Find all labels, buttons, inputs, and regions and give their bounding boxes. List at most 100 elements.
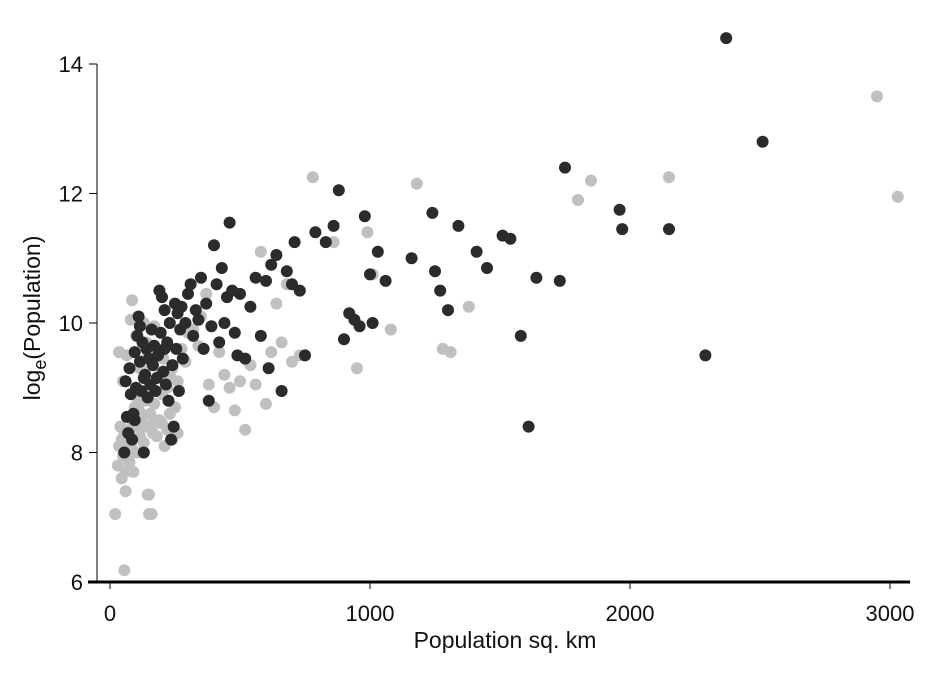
data-point-series-2 <box>338 333 350 346</box>
y-tick-label: 12 <box>59 182 83 207</box>
data-point-series-2 <box>249 271 262 284</box>
data-point-series-2 <box>319 236 332 249</box>
data-point-series-2 <box>119 375 132 388</box>
data-point-series-1 <box>228 404 241 417</box>
data-point-series-2 <box>265 258 278 271</box>
data-point-series-2 <box>213 336 226 349</box>
data-point-series-2 <box>522 420 535 433</box>
data-point-series-1 <box>202 378 215 391</box>
data-point-series-1 <box>361 226 374 239</box>
data-point-series-2 <box>613 203 626 216</box>
data-point-series-2 <box>275 385 288 397</box>
data-point-series-2 <box>163 317 176 329</box>
data-point-series-1 <box>126 294 139 307</box>
data-point-series-2 <box>179 317 192 329</box>
data-point-series-2 <box>118 446 131 459</box>
data-point-series-2 <box>254 329 267 342</box>
x-tick-label: 1000 <box>346 601 395 626</box>
data-point-series-2 <box>720 32 733 45</box>
data-point-series-2 <box>187 329 200 342</box>
data-point-series-2 <box>184 278 197 291</box>
data-point-series-1 <box>156 417 168 430</box>
data-point-series-2 <box>149 385 162 397</box>
data-point-series-2 <box>262 362 275 375</box>
data-point-series-2 <box>260 274 272 287</box>
data-point-series-1 <box>239 423 252 436</box>
data-point-series-2 <box>162 394 175 407</box>
data-point-series-2 <box>175 300 188 313</box>
data-point-series-1 <box>143 488 155 501</box>
data-point-series-1 <box>260 397 272 410</box>
data-point-series-1 <box>223 381 236 394</box>
data-point-series-2 <box>159 378 172 391</box>
y-tick-label: 8 <box>71 441 83 466</box>
data-point-series-2 <box>156 291 168 304</box>
data-point-series-1 <box>270 297 283 310</box>
data-point-series-2 <box>176 352 189 365</box>
data-point-series-2 <box>756 135 769 148</box>
data-point-series-2 <box>405 252 418 265</box>
data-point-series-2 <box>442 304 454 317</box>
data-point-series-2 <box>157 365 170 378</box>
data-point-series-2 <box>288 236 301 249</box>
data-point-series-1 <box>254 245 267 258</box>
data-point-series-1 <box>871 90 883 103</box>
data-point-series-2 <box>434 284 447 297</box>
data-point-series-1 <box>200 287 213 300</box>
data-point-series-2 <box>559 161 571 174</box>
y-axis-title: loge(Population) <box>19 236 50 401</box>
data-point-series-2 <box>332 184 345 197</box>
data-point-series-1 <box>144 407 157 420</box>
data-point-series-2 <box>200 297 213 310</box>
data-point-series-1 <box>384 323 397 336</box>
y-tick-label: 14 <box>59 52 83 77</box>
data-point-series-2 <box>195 271 207 284</box>
data-point-series-2 <box>128 414 141 427</box>
data-point-series-1 <box>127 465 140 478</box>
data-point-series-2 <box>228 326 241 339</box>
data-point-series-2 <box>223 216 236 229</box>
data-point-series-2 <box>215 262 228 274</box>
data-point-series-2 <box>208 239 220 252</box>
x-tick-label: 2000 <box>606 601 655 626</box>
data-point-series-2 <box>148 339 161 352</box>
data-point-series-1 <box>444 346 457 359</box>
data-point-series-2 <box>426 206 439 219</box>
data-point-series-1 <box>109 508 122 520</box>
x-axis-title: Population sq. km <box>414 627 597 653</box>
data-point-series-2 <box>154 326 167 339</box>
data-point-series-2 <box>158 304 171 317</box>
y-axis-title-prefix: log <box>19 370 45 401</box>
data-point-series-2 <box>133 320 146 333</box>
data-point-series-1 <box>119 485 132 498</box>
data-point-series-2 <box>371 245 384 258</box>
data-point-series-2 <box>699 349 712 362</box>
data-point-series-2 <box>364 268 376 281</box>
data-point-series-2 <box>452 219 465 232</box>
data-point-series-1 <box>218 368 231 381</box>
data-point-series-1 <box>663 171 675 184</box>
data-point-series-2 <box>145 323 158 336</box>
data-point-series-2 <box>197 342 210 355</box>
data-point-series-2 <box>309 226 322 239</box>
data-point-series-2 <box>553 274 566 287</box>
data-point-series-1 <box>118 564 131 577</box>
points-layer <box>109 32 904 577</box>
data-point-series-2 <box>133 355 146 368</box>
data-point-series-2 <box>470 245 483 258</box>
data-point-series-2 <box>146 359 159 372</box>
data-point-series-2 <box>202 394 215 407</box>
y-tick-label: 10 <box>59 311 83 336</box>
data-point-series-1 <box>150 430 163 443</box>
data-point-series-2 <box>358 210 371 223</box>
data-point-series-2 <box>132 310 145 323</box>
data-point-series-1 <box>462 300 475 313</box>
data-point-series-1 <box>351 362 363 375</box>
data-point-series-1 <box>572 194 584 206</box>
data-point-series-2 <box>128 346 141 359</box>
data-point-series-2 <box>205 320 218 333</box>
data-point-series-2 <box>663 223 675 236</box>
data-point-series-2 <box>616 223 629 236</box>
data-point-series-2 <box>327 219 340 232</box>
